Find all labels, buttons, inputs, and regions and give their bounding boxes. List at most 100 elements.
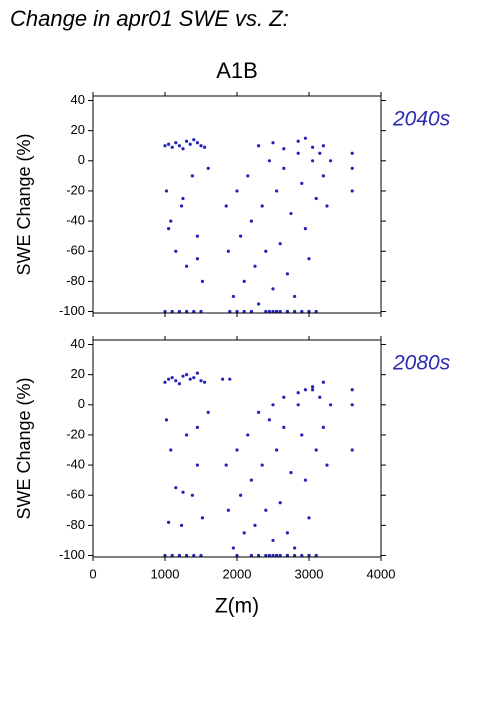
point [174,141,178,145]
point [275,189,279,193]
point [195,463,199,467]
point [188,377,192,381]
y-tick-label: -80 [66,517,85,532]
point [231,294,235,299]
point [321,144,325,148]
point [195,141,199,145]
point [296,139,300,143]
point [181,490,185,494]
point [257,302,261,306]
point [199,553,203,558]
point [264,309,268,314]
point [329,159,333,163]
point [170,553,174,558]
point [192,376,196,380]
point [271,309,275,314]
point [307,516,311,520]
point [318,395,322,399]
point [267,159,271,163]
point [185,264,189,268]
point [311,385,315,389]
point [169,219,173,223]
point [314,309,318,314]
point [177,144,181,148]
point [303,478,307,482]
point [206,166,210,170]
point [249,309,253,314]
point [271,553,275,558]
point [300,181,304,186]
point [179,523,184,527]
point [350,151,354,155]
point [170,376,174,380]
y-tick-label: 0 [78,396,85,411]
y-tick-label: -20 [66,426,85,441]
y-tick-label: -80 [66,273,85,288]
point [303,227,307,231]
panel-label: 2080s [392,352,451,375]
point [318,151,322,155]
point [282,147,286,151]
x-tick-label: 2000 [223,566,252,581]
point [285,531,289,535]
point [282,395,286,399]
point [267,553,271,558]
point [278,242,282,246]
y-tick-label: -60 [66,487,85,502]
point [249,553,253,558]
point [275,309,279,314]
x-tick-label: 1000 [151,566,180,581]
point [195,257,199,261]
point [200,279,205,283]
point [246,174,250,178]
point [285,309,289,314]
x-tick-label: 0 [89,566,96,581]
point [282,166,286,170]
point [253,264,257,268]
point [271,538,275,543]
point [170,145,174,149]
point [246,433,250,437]
point [293,553,297,558]
point [264,508,268,512]
y-tick-label: 20 [71,122,85,137]
point [170,309,174,314]
point [289,211,293,216]
point [185,139,189,143]
point [278,553,282,558]
point [257,144,261,148]
point [195,371,199,375]
point [293,294,297,299]
y-tick-label: -20 [66,182,85,197]
point [285,553,289,558]
plot-frame [92,95,382,314]
chart-subtitle: A1B [216,58,258,83]
point [275,553,279,558]
point [303,136,307,140]
point [285,272,289,276]
point [267,309,271,314]
point [329,403,333,407]
point [275,448,279,452]
point [289,471,293,475]
point [231,546,235,550]
y-axis-label: SWE Change (%) [14,377,34,519]
y-axis-label: SWE Change (%) [14,133,34,275]
point [293,309,297,314]
point [169,448,173,452]
point [188,142,192,146]
point [206,410,210,414]
point [199,379,203,383]
point [267,418,271,422]
point [228,309,232,314]
point [185,309,189,314]
y-tick-label: 20 [71,366,85,381]
point [300,553,304,558]
point [271,403,275,407]
point [177,309,181,314]
point [321,380,325,384]
point [199,309,203,314]
point [235,309,239,314]
y-tick-label: 0 [78,152,85,167]
